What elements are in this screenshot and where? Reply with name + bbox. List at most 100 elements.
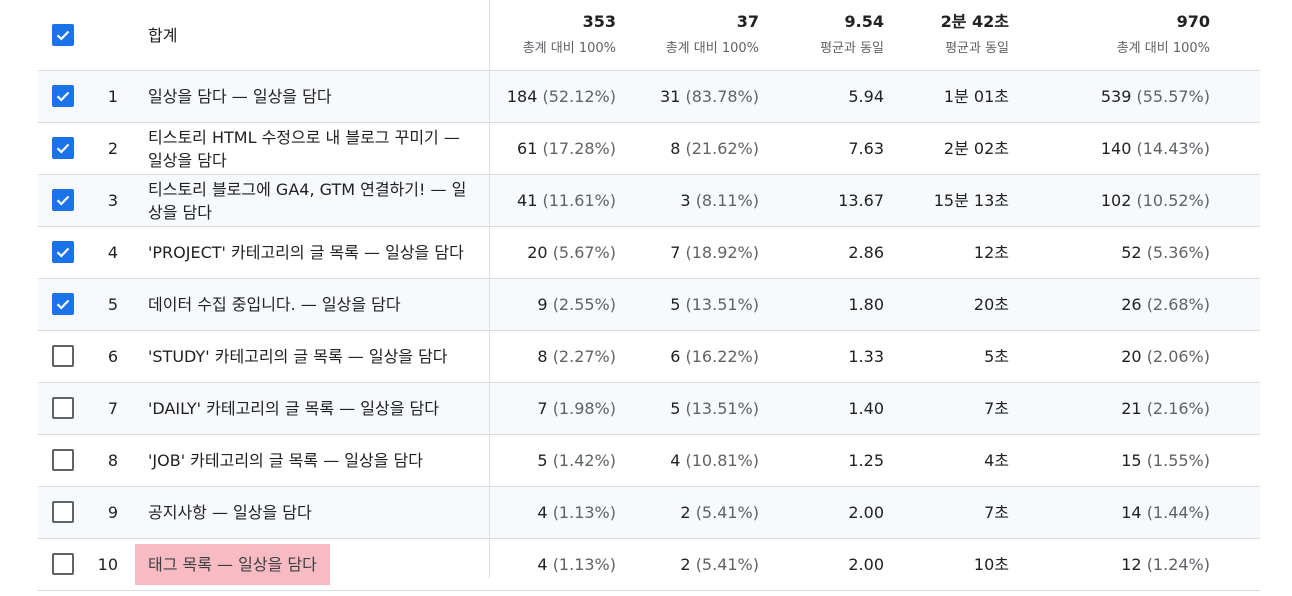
row-checkbox[interactable] bbox=[52, 85, 74, 107]
metric-cell: 8 (21.62%) bbox=[670, 139, 759, 158]
metric-cell: 5 (13.51%) bbox=[670, 295, 759, 314]
metric-cell: 102 (10.52%) bbox=[1100, 191, 1210, 210]
table-row: 6 'STUDY' 카테고리의 글 목록 — 일상을 담다 8 (2.27%) 6 (… bbox=[38, 331, 1260, 383]
metric-cell: 4 (1.13%) bbox=[537, 555, 616, 574]
page-title-cell[interactable]: 태그 목록 — 일상을 담다 bbox=[135, 539, 478, 590]
metric-cell: 10초 bbox=[973, 555, 1009, 574]
metric-cell: 7 (18.92%) bbox=[670, 243, 759, 262]
column-divider bbox=[489, 0, 490, 578]
row-index: 8 bbox=[107, 451, 118, 470]
metric-cell: 5 (13.51%) bbox=[670, 399, 759, 418]
row-checkbox[interactable] bbox=[52, 501, 74, 523]
metric-cell: 1.25 bbox=[848, 451, 884, 470]
metric-cell: 3 (8.11%) bbox=[680, 191, 759, 210]
metric-cell: 9 (2.55%) bbox=[537, 295, 616, 314]
table-row: 2 티스토리 HTML 수정으로 내 블로그 꾸미기 — 일상을 담다 61 (17… bbox=[38, 123, 1260, 175]
metric-cell: 12 (1.24%) bbox=[1121, 555, 1210, 574]
row-index: 2 bbox=[107, 139, 118, 158]
metric-cell: 20 (5.67%) bbox=[527, 243, 616, 262]
table-row: 7 'DAILY' 카테고리의 글 목록 — 일상을 담다 7 (1.98%) 5 (… bbox=[38, 383, 1260, 435]
metric-cell: 20초 bbox=[973, 295, 1009, 314]
table-row: 3 티스토리 블로그에 GA4, GTM 연결하기! — 일상을 담다 41 (11… bbox=[38, 175, 1260, 227]
row-index: 1 bbox=[107, 87, 118, 106]
table-row: 5 데이터 수집 중입니다. — 일상을 담다 9 (2.55%) 5 (13.51%… bbox=[38, 279, 1260, 331]
row-checkbox[interactable] bbox=[52, 241, 74, 263]
total-cell: 970 총계 대비 100% bbox=[1116, 12, 1210, 56]
row-checkbox[interactable] bbox=[52, 345, 74, 367]
metric-cell: 2 (5.41%) bbox=[680, 503, 759, 522]
metric-cell: 2 (5.41%) bbox=[680, 555, 759, 574]
table-row: 1 일상을 담다 — 일상을 담다 184 (52.12%) 31 (83.78%) 5… bbox=[38, 71, 1260, 123]
metric-cell: 1.33 bbox=[848, 347, 884, 366]
total-label: 합계 bbox=[148, 25, 178, 45]
row-index: 10 bbox=[97, 555, 118, 574]
metric-cell: 8 (2.27%) bbox=[537, 347, 616, 366]
check-icon bbox=[56, 91, 70, 102]
total-cell: 37 총계 대비 100% bbox=[665, 12, 759, 56]
check-icon bbox=[56, 299, 70, 310]
row-checkbox[interactable] bbox=[52, 553, 74, 575]
total-cell: 353 총계 대비 100% bbox=[522, 12, 616, 56]
metric-cell: 41 (11.61%) bbox=[517, 191, 616, 210]
row-index: 4 bbox=[107, 243, 118, 262]
page-title-cell[interactable]: 'PROJECT' 카테고리의 글 목록 — 일상을 담다 bbox=[148, 243, 464, 262]
check-icon bbox=[56, 195, 70, 206]
metric-cell: 4 (10.81%) bbox=[670, 451, 759, 470]
metric-cell: 4 (1.13%) bbox=[537, 503, 616, 522]
metric-cell: 7 (1.98%) bbox=[537, 399, 616, 418]
metric-cell: 15분 13초 bbox=[933, 191, 1009, 210]
data-table: 합계 353 총계 대비 100% 37 총계 대비 100% 9.54 평균과 동일… bbox=[38, 0, 1260, 591]
metric-cell: 26 (2.68%) bbox=[1121, 295, 1210, 314]
metric-cell: 12초 bbox=[973, 243, 1009, 262]
metric-cell: 5.94 bbox=[848, 87, 884, 106]
row-index: 6 bbox=[107, 347, 118, 366]
metric-cell: 2분 02초 bbox=[943, 139, 1009, 158]
metric-cell: 13.67 bbox=[838, 191, 884, 210]
metric-cell: 2.00 bbox=[848, 555, 884, 574]
metric-cell: 61 (17.28%) bbox=[517, 139, 616, 158]
total-cell: 2분 42초 평균과 동일 bbox=[940, 12, 1009, 56]
metric-cell: 21 (2.16%) bbox=[1121, 399, 1210, 418]
table-header-row: 합계 353 총계 대비 100% 37 총계 대비 100% 9.54 평균과 동일… bbox=[38, 0, 1260, 71]
row-checkbox[interactable] bbox=[52, 189, 74, 211]
check-icon bbox=[56, 143, 70, 154]
page-title-cell[interactable]: 티스토리 블로그에 GA4, GTM 연결하기! — 일상을 담다 bbox=[148, 179, 467, 222]
table-row: 9 공지사항 — 일상을 담다 4 (1.13%) 2 (5.41%) 2.00 7초 14… bbox=[38, 487, 1260, 539]
total-cell: 9.54 평균과 동일 bbox=[820, 12, 884, 56]
metric-cell: 4초 bbox=[984, 451, 1009, 470]
metric-cell: 1분 01초 bbox=[943, 87, 1009, 106]
row-checkbox[interactable] bbox=[52, 449, 74, 471]
page-title-cell[interactable]: 데이터 수집 중입니다. — 일상을 담다 bbox=[148, 295, 401, 314]
page-title-cell[interactable]: 티스토리 HTML 수정으로 내 블로그 꾸미기 — 일상을 담다 bbox=[148, 127, 460, 170]
metric-cell: 539 (55.57%) bbox=[1100, 87, 1210, 106]
metric-cell: 6 (16.22%) bbox=[670, 347, 759, 366]
page-title-cell[interactable]: 일상을 담다 — 일상을 담다 bbox=[148, 87, 332, 106]
metric-cell: 20 (2.06%) bbox=[1121, 347, 1210, 366]
row-index: 3 bbox=[107, 191, 118, 210]
row-checkbox[interactable] bbox=[52, 293, 74, 315]
metric-cell: 7초 bbox=[984, 399, 1009, 418]
row-checkbox[interactable] bbox=[52, 397, 74, 419]
metric-cell: 2.86 bbox=[848, 243, 884, 262]
page-title-cell[interactable]: 'DAILY' 카테고리의 글 목록 — 일상을 담다 bbox=[148, 399, 439, 418]
table-row: 4 'PROJECT' 카테고리의 글 목록 — 일상을 담다 20 (5.67%)… bbox=[38, 227, 1260, 279]
page-title-cell[interactable]: 'JOB' 카테고리의 글 목록 — 일상을 담다 bbox=[148, 451, 423, 470]
metric-cell: 7.63 bbox=[848, 139, 884, 158]
select-all-checkbox[interactable] bbox=[52, 24, 74, 46]
metric-cell: 5 (1.42%) bbox=[537, 451, 616, 470]
check-icon bbox=[56, 247, 70, 258]
metric-cell: 140 (14.43%) bbox=[1100, 139, 1210, 158]
metric-cell: 52 (5.36%) bbox=[1121, 243, 1210, 262]
row-index: 9 bbox=[107, 503, 118, 522]
page-title-cell[interactable]: 공지사항 — 일상을 담다 bbox=[148, 503, 312, 522]
table-row: 8 'JOB' 카테고리의 글 목록 — 일상을 담다 5 (1.42%) 4 (10… bbox=[38, 435, 1260, 487]
page-title-cell[interactable]: 'STUDY' 카테고리의 글 목록 — 일상을 담다 bbox=[148, 347, 448, 366]
metric-cell: 1.80 bbox=[848, 295, 884, 314]
metric-cell: 1.40 bbox=[848, 399, 884, 418]
metric-cell: 14 (1.44%) bbox=[1121, 503, 1210, 522]
metric-cell: 5초 bbox=[984, 347, 1009, 366]
metric-cell: 15 (1.55%) bbox=[1121, 451, 1210, 470]
row-checkbox[interactable] bbox=[52, 137, 74, 159]
metric-cell: 31 (83.78%) bbox=[660, 87, 759, 106]
metric-cell: 2.00 bbox=[848, 503, 884, 522]
